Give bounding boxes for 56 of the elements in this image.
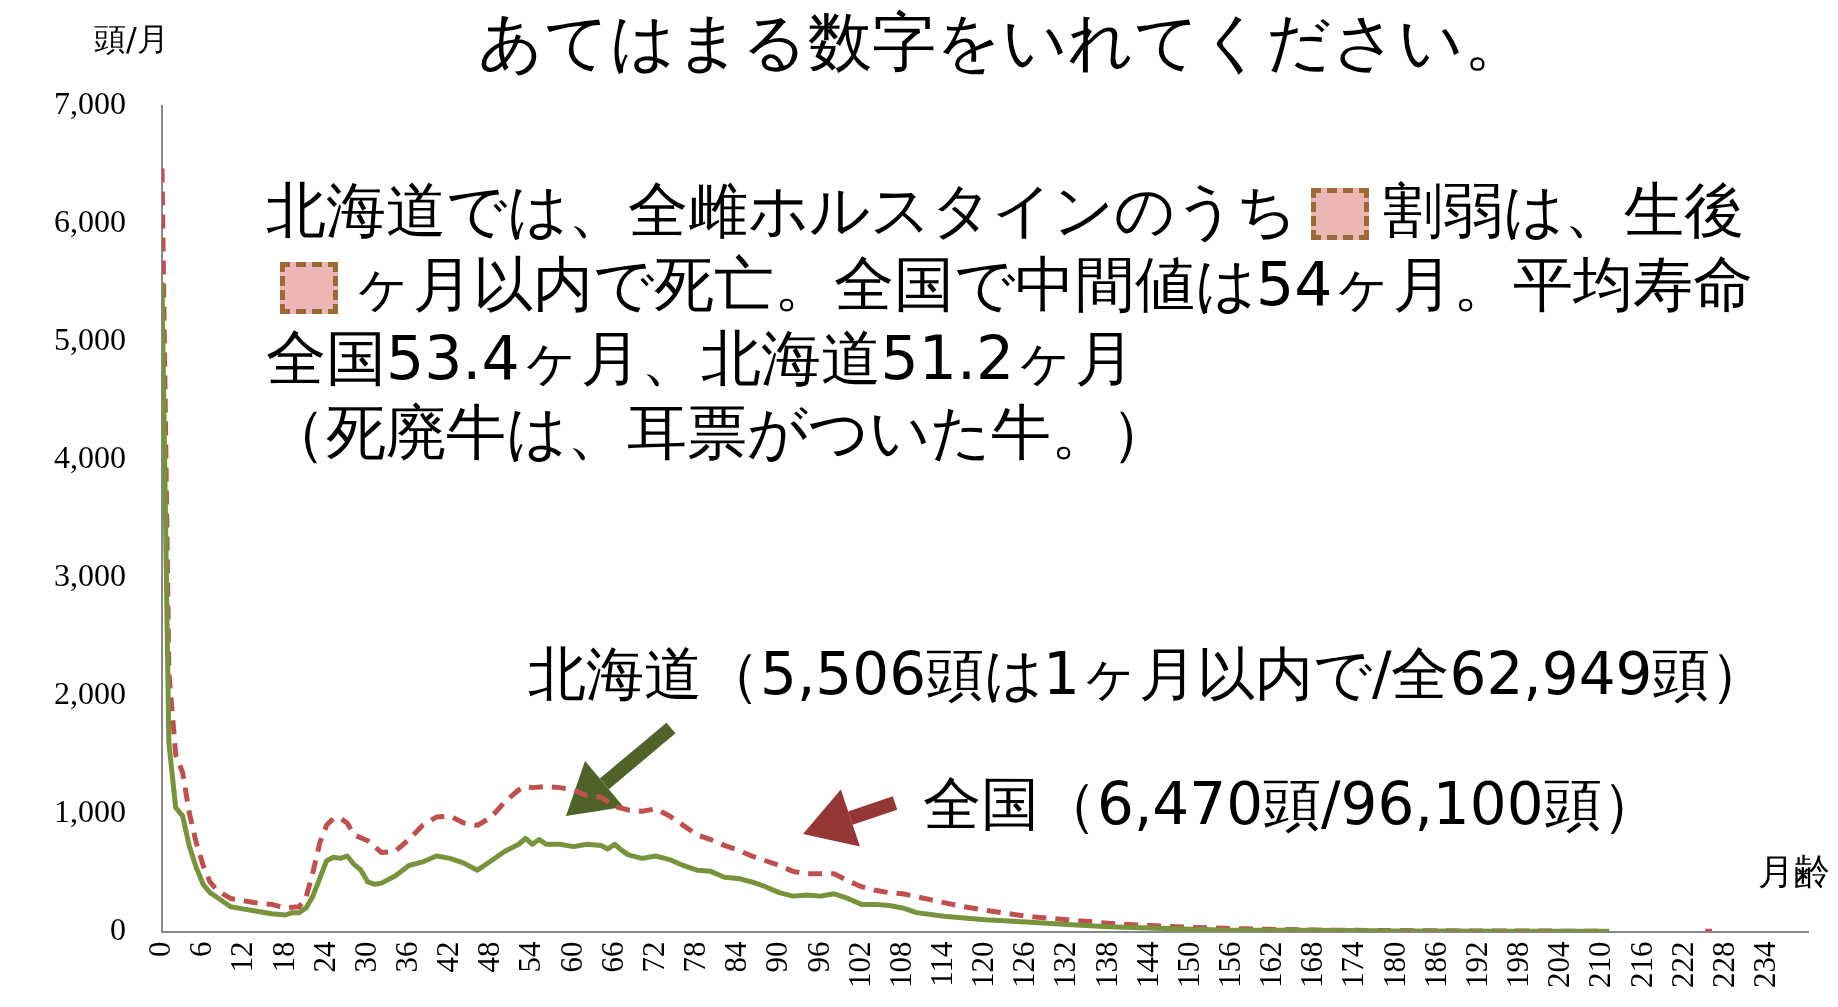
y-tick-label: 7,000 (54, 85, 126, 122)
annotation: （死廃牛は、耳票がついた牛。） (266, 397, 1171, 467)
x-tick-label: 174 (1335, 941, 1371, 988)
x-tick-label: 162 (1253, 941, 1289, 988)
y-tick-label: 1,000 (54, 792, 126, 829)
x-tick-label: 72 (635, 941, 671, 973)
x-tick-label: 156 (1212, 941, 1248, 988)
x-tick-label: 36 (389, 941, 425, 973)
x-tick-label: 210 (1582, 941, 1618, 988)
x-tick-label: 120 (965, 941, 1001, 988)
x-tick-label: 60 (553, 941, 589, 973)
x-tick-label: 30 (347, 941, 383, 973)
x-tick-label: 42 (430, 941, 466, 973)
x-tick-label: 186 (1417, 941, 1453, 988)
x-tick-label: 228 (1705, 941, 1741, 988)
x-tick-label: 24 (306, 941, 342, 973)
x-tick-label: 0 (142, 941, 178, 957)
x-tick-label: 54 (512, 941, 548, 973)
x-tick-label: 78 (677, 941, 713, 973)
x-tick-label: 204 (1541, 941, 1577, 988)
x-tick-label: 18 (265, 941, 301, 973)
y-tick-label: 6,000 (54, 203, 126, 240)
annotation: 北海道では、全雌ホルスタインのうち (266, 175, 1297, 245)
y-tick-label: 5,000 (54, 321, 126, 358)
annotation: ヶ月以内で死亡。全国で中間値は54ヶ月。平均寿命全国53.4ヶ月、北海道51.2ヶ月 (266, 249, 1754, 393)
x-tick-label: 90 (759, 941, 795, 973)
x-tick-label: 132 (1047, 941, 1083, 988)
y-axis-title: 頭/月 (94, 19, 169, 60)
x-tick-label: 198 (1500, 941, 1536, 988)
y-tick-label: 4,000 (54, 439, 126, 476)
x-tick-label: 234 (1746, 941, 1782, 988)
x-tick-label: 102 (841, 941, 877, 988)
x-tick-label: 12 (224, 941, 260, 973)
x-tick-label: 168 (1294, 941, 1330, 988)
x-tick-label: 126 (1006, 941, 1042, 988)
annotation: 全国（6,470頭/96,100頭） (923, 769, 1660, 840)
chart-title: あてはまる数字をいれてください。 (478, 4, 1528, 80)
x-tick-label: 150 (1170, 941, 1206, 988)
x-tick-label: 222 (1664, 941, 1700, 988)
annotation: 割弱は、生後 (1383, 175, 1744, 245)
x-tick-label: 6 (183, 941, 219, 957)
x-tick-label: 96 (800, 941, 836, 973)
x-tick-label: 108 (882, 941, 918, 988)
x-tick-label: 216 (1623, 941, 1659, 988)
x-tick-label: 114 (923, 941, 959, 987)
x-tick-label: 84 (718, 941, 754, 973)
y-tick-label: 2,000 (54, 675, 126, 712)
x-tick-label: 138 (1088, 941, 1124, 988)
annotation: 北海道（5,506頭は1ヶ月以内で/全62,949頭） (528, 639, 1769, 710)
x-tick-label: 144 (1129, 941, 1165, 988)
x-tick-label: 192 (1458, 941, 1494, 988)
y-tick-label: 3,000 (54, 557, 126, 594)
x-tick-label: 48 (471, 941, 507, 973)
x-tick-label: 66 (594, 941, 630, 973)
x-axis-title: 月齢 (1758, 850, 1830, 894)
x-tick-label: 180 (1376, 941, 1412, 988)
